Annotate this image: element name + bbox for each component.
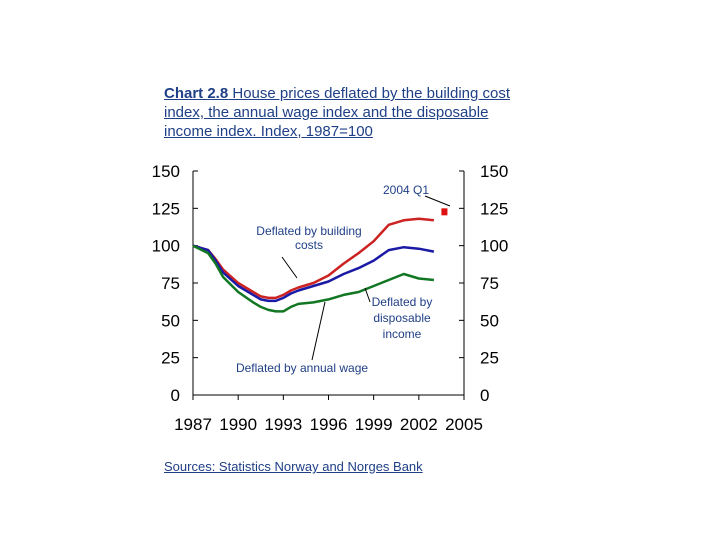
series-line-2: [192, 244, 435, 313]
y-tick-label-right: 125: [480, 199, 508, 218]
annotation-income: Deflated by disposable income: [372, 295, 433, 341]
data-series: [192, 208, 448, 313]
source-note: Sources: Statistics Norway and Norges Ba…: [164, 459, 423, 474]
y-tick-label-left: 25: [161, 349, 180, 368]
y-tick-label-left: 100: [152, 237, 180, 256]
chart-axes: [192, 170, 465, 400]
annotations: Deflated by building costs Deflated by disp…: [236, 183, 451, 375]
x-tick-label: 1987: [174, 415, 212, 434]
chart-title: Chart 2.8 House prices deflated by the b…: [164, 84, 514, 141]
x-tick-label: 1996: [310, 415, 348, 434]
y-tick-label-left: 75: [161, 274, 180, 293]
annotation-q1: 2004 Q1: [383, 183, 429, 197]
y-tick-label-left: 125: [152, 199, 180, 218]
y-tick-label-left: 50: [161, 311, 180, 330]
annotation-building: Deflated by building costs: [256, 224, 361, 252]
x-tick-label: 1990: [219, 415, 257, 434]
q1-2004-marker: [441, 208, 448, 216]
y-tick-label-right: 50: [480, 311, 499, 330]
x-tick-label: 1999: [355, 415, 393, 434]
annotation-wage: Deflated by annual wage: [236, 361, 368, 375]
chart-title-text: House prices deflated by the building co…: [164, 85, 511, 140]
series-line-1: [192, 244, 435, 303]
y-tick-label-right: 75: [480, 274, 499, 293]
chart-number: Chart 2.8: [164, 85, 229, 102]
leader-q1: [424, 195, 451, 207]
y-tick-label-left: 150: [152, 162, 180, 181]
y-tick-label-right: 150: [480, 162, 508, 181]
leader-wage: [311, 301, 326, 361]
y-tick-label-left: 0: [171, 386, 180, 405]
y-tick-label-right: 100: [480, 237, 508, 256]
x-tick-label: 2002: [400, 415, 438, 434]
tick-labels: 150 150 125 125 100 100 75 75 50 50 25 25 0 0 1987 1990…: [152, 162, 509, 434]
y-tick-label-right: 25: [480, 349, 499, 368]
x-tick-label: 2005: [445, 415, 483, 434]
leader-building: [281, 256, 298, 279]
y-tick-label-right: 0: [480, 386, 489, 405]
x-tick-label: 1993: [264, 415, 302, 434]
leader-income: [364, 287, 371, 303]
series-line-0: [192, 217, 435, 300]
